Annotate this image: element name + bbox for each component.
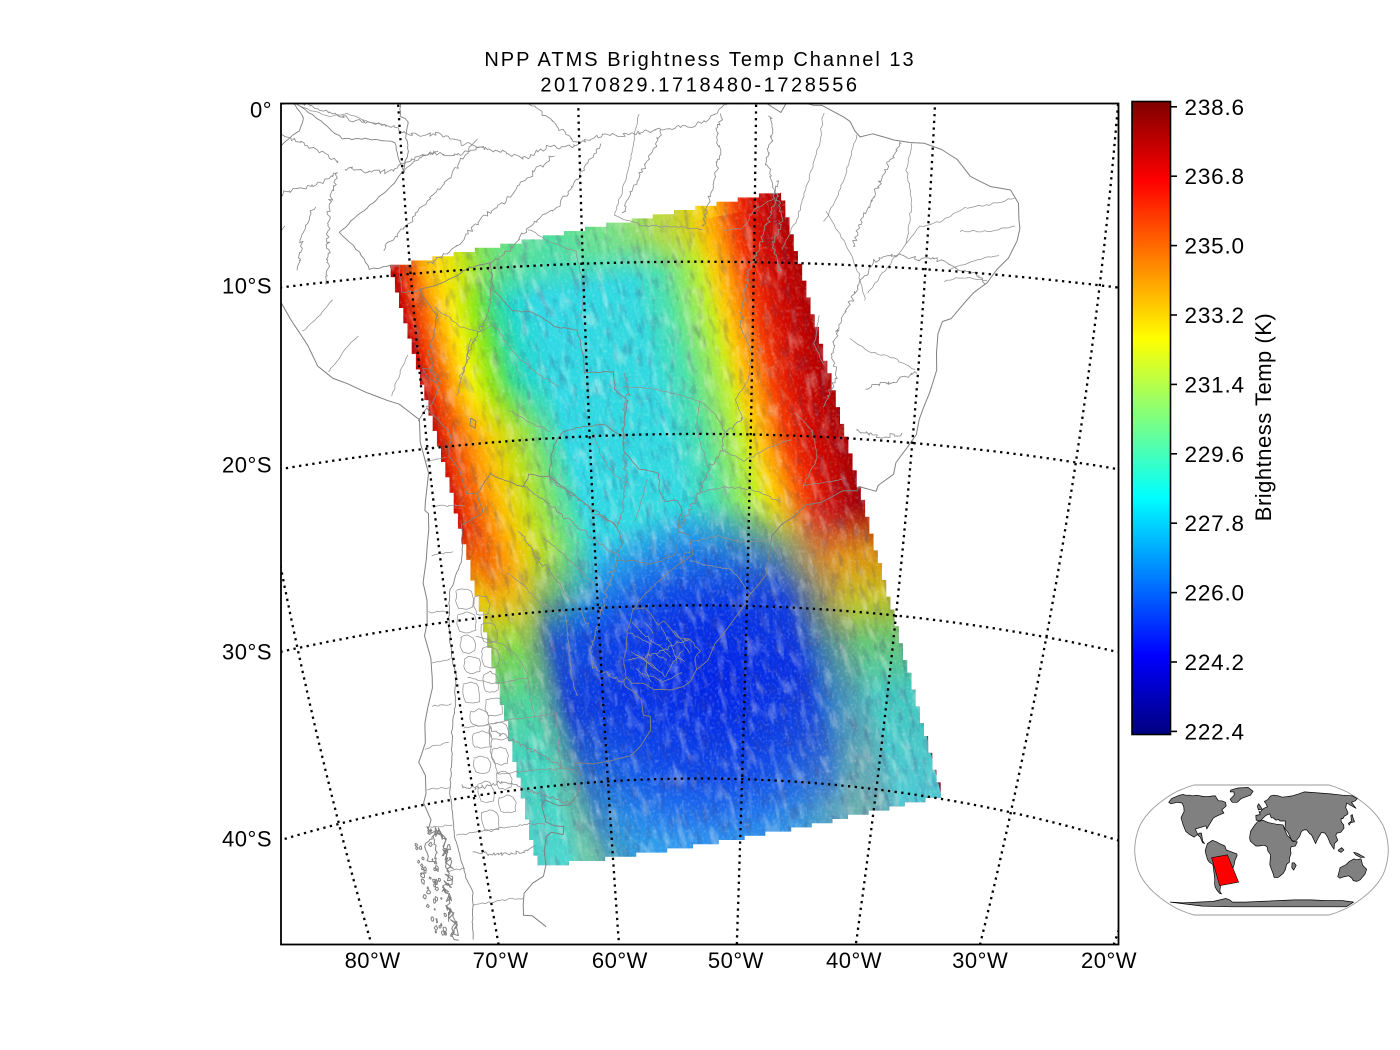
svg-text:231.4: 231.4 <box>1185 372 1245 397</box>
svg-text:80°W: 80°W <box>345 948 401 973</box>
svg-text:10°S: 10°S <box>222 274 272 299</box>
svg-text:238.6: 238.6 <box>1185 95 1245 120</box>
svg-text:30°S: 30°S <box>222 640 272 665</box>
svg-text:20°S: 20°S <box>222 453 272 478</box>
svg-text:236.8: 236.8 <box>1185 164 1245 189</box>
svg-text:50°W: 50°W <box>708 948 764 973</box>
svg-text:224.2: 224.2 <box>1185 650 1245 675</box>
svg-text:229.6: 229.6 <box>1185 442 1245 467</box>
svg-text:NPP ATMS Brightness Temp Chann: NPP ATMS Brightness Temp Channel 13 <box>484 49 915 71</box>
svg-text:40°W: 40°W <box>826 948 882 973</box>
svg-text:70°W: 70°W <box>473 948 529 973</box>
svg-text:30°W: 30°W <box>952 948 1008 973</box>
svg-text:233.2: 233.2 <box>1185 303 1245 328</box>
svg-text:0°: 0° <box>250 98 272 123</box>
svg-text:Brightness Temp (K): Brightness Temp (K) <box>1251 313 1276 521</box>
svg-text:20170829.1718480-1728556: 20170829.1718480-1728556 <box>540 75 859 97</box>
svg-text:227.8: 227.8 <box>1185 511 1245 536</box>
svg-text:226.0: 226.0 <box>1185 581 1245 606</box>
svg-text:40°S: 40°S <box>222 827 272 852</box>
svg-text:60°W: 60°W <box>592 948 648 973</box>
svg-text:20°W: 20°W <box>1081 948 1137 973</box>
svg-text:235.0: 235.0 <box>1185 234 1245 259</box>
svg-text:222.4: 222.4 <box>1185 719 1245 744</box>
